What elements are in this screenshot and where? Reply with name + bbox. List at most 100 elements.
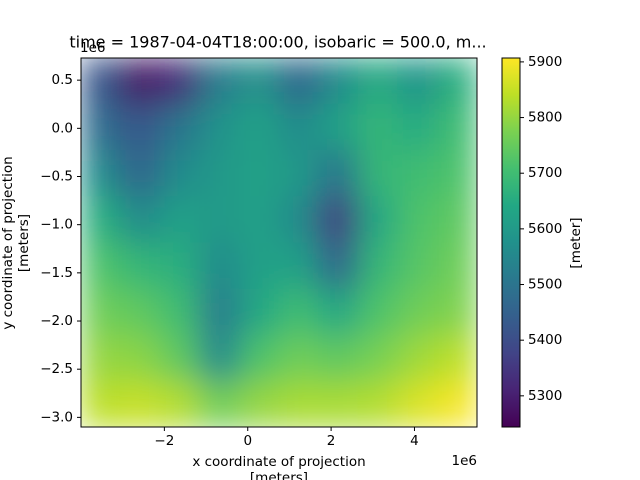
colorbar-tick-label: 5900 — [528, 54, 562, 70]
x-axis-label: x coordinate of projection — [192, 454, 365, 470]
colorbar-frame — [501, 57, 521, 428]
heatmap-cell — [81, 58, 122, 105]
heatmap-cell — [238, 58, 280, 105]
heatmap-cell — [159, 288, 201, 336]
heatmap-cell — [318, 196, 359, 244]
heatmap-cell — [159, 103, 201, 151]
x-offset: 1e6 — [452, 453, 477, 469]
heatmap-cell — [278, 58, 320, 105]
heatmap-cell — [436, 381, 477, 427]
heatmap-cell — [120, 58, 161, 105]
y-tick-label: 0.5 — [52, 72, 73, 88]
heatmap-cell — [238, 103, 280, 151]
chart-title: time = 1987-04-04T18:00:00, isobaric = 5… — [69, 33, 486, 52]
heatmap-cell — [120, 196, 161, 244]
heatmap-cell — [238, 334, 280, 383]
heatmap-cell — [357, 58, 399, 105]
heatmap-cell — [120, 103, 161, 151]
heatmap-cell — [397, 103, 438, 151]
heatmap-cell — [278, 149, 320, 198]
heatmap-cell — [159, 334, 201, 383]
heatmap-cell — [199, 288, 240, 336]
y-axis-label: [meters] — [16, 214, 32, 272]
colorbar-tick-label: 5800 — [528, 110, 562, 126]
x-tick-label: 2 — [327, 433, 336, 449]
heatmap-cell — [238, 288, 280, 336]
heatmap-cell — [81, 149, 122, 198]
heatmap-cell — [159, 242, 201, 290]
heatmap-cell — [81, 196, 122, 244]
heatmap-cell — [278, 242, 320, 290]
heatmap-cell — [159, 149, 201, 198]
y-offset: 1e6 — [80, 40, 105, 56]
heatmap-cell — [120, 149, 161, 198]
heatmap-cell — [397, 242, 438, 290]
heatmap-cell — [278, 334, 320, 383]
heatmap-cell — [436, 242, 477, 290]
heatmap-cell — [199, 196, 240, 244]
heatmap — [81, 58, 477, 427]
heatmap-cell — [397, 149, 438, 198]
heatmap-cells — [81, 58, 477, 427]
heatmap-cell — [120, 334, 161, 383]
heatmap-cell — [397, 58, 438, 105]
heatmap-cell — [357, 242, 399, 290]
heatmap-cell — [357, 103, 399, 151]
colorbar — [502, 58, 520, 427]
heatmap-cell — [436, 288, 477, 336]
heatmap-cell — [397, 334, 438, 383]
heatmap-cell — [159, 196, 201, 244]
heatmap-cell — [120, 288, 161, 336]
heatmap-cell — [357, 196, 399, 244]
heatmap-cell — [397, 288, 438, 336]
heatmap-cell — [318, 58, 359, 105]
heatmap-cell — [278, 196, 320, 244]
heatmap-cell — [436, 103, 477, 151]
x-tick-label: 0 — [243, 433, 252, 449]
heatmap-cell — [159, 381, 201, 427]
heatmap-cell — [120, 381, 161, 427]
y-tick-label: −2.0 — [40, 313, 73, 329]
heatmap-cell — [318, 103, 359, 151]
heatmap-cell — [238, 242, 280, 290]
y-tick-label: −1.0 — [40, 217, 73, 233]
x-tick-label: 4 — [410, 433, 419, 449]
y-tick-label: −2.5 — [40, 361, 73, 377]
heatmap-cell — [357, 149, 399, 198]
colorbar-tick-label: 5400 — [528, 332, 562, 348]
heatmap-cell — [199, 58, 240, 105]
heatmap-cell — [318, 381, 359, 427]
heatmap-cell — [81, 381, 122, 427]
colorbar-label: [meter] — [568, 217, 584, 268]
heatmap-cell — [238, 381, 280, 427]
heatmap-cell — [199, 149, 240, 198]
heatmap-cell — [199, 381, 240, 427]
y-tick-label: 0.0 — [52, 120, 73, 136]
y-tick-label: −0.5 — [40, 169, 73, 185]
heatmap-cell — [278, 288, 320, 336]
heatmap-cell — [199, 334, 240, 383]
heatmap-cell — [436, 334, 477, 383]
heatmap-cell — [278, 381, 320, 427]
heatmap-cell — [81, 242, 122, 290]
colorbar-tick-label: 5600 — [528, 221, 562, 237]
heatmap-cell — [436, 58, 477, 105]
heatmap-cell — [318, 334, 359, 383]
y-tick-label: −3.0 — [40, 409, 73, 425]
colorbar-tick-label: 5500 — [528, 277, 562, 293]
heatmap-cell — [199, 242, 240, 290]
heatmap-cell — [238, 149, 280, 198]
heatmap-cell — [199, 103, 240, 151]
heatmap-cell — [278, 103, 320, 151]
heatmap-cell — [318, 242, 359, 290]
heatmap-cell — [318, 288, 359, 336]
plot-frame — [80, 57, 478, 428]
colorbar-tick-label: 5300 — [528, 388, 562, 404]
x-tick-label: −2 — [154, 433, 174, 449]
heatmap-cell — [81, 103, 122, 151]
y-tick-label: −1.5 — [40, 265, 73, 281]
heatmap-cell — [436, 196, 477, 244]
heatmap-cell — [357, 381, 399, 427]
heatmap-cell — [397, 381, 438, 427]
